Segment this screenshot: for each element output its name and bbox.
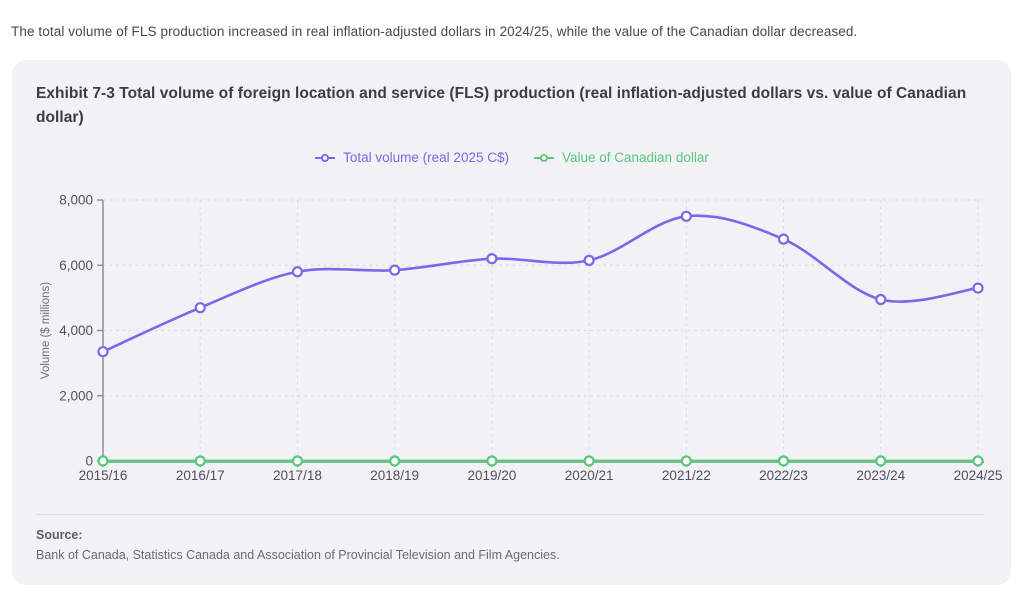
svg-text:Volume ($ millions): Volume ($ millions) bbox=[40, 282, 52, 379]
line-marker-icon bbox=[533, 153, 555, 163]
source-text: Bank of Canada, Statistics Canada and As… bbox=[36, 548, 560, 563]
chart-legend: Total volume (real 2025 C$) Value of Can… bbox=[36, 150, 987, 165]
svg-text:0: 0 bbox=[85, 454, 93, 469]
svg-text:8,000: 8,000 bbox=[59, 193, 93, 208]
svg-text:2024/25: 2024/25 bbox=[954, 468, 1003, 483]
exhibit-title: Exhibit 7-3 Total volume of foreign loca… bbox=[36, 85, 967, 126]
chart-area: 0 2,000 4,000 6,000 8,000 2015/16 2016/17 2017/… bbox=[36, 177, 1002, 492]
svg-text:2017/18: 2017/18 bbox=[273, 468, 322, 483]
line-marker-icon bbox=[314, 153, 336, 163]
legend-label-total-volume: Total volume (real 2025 C$) bbox=[343, 150, 509, 166]
svg-text:2016/17: 2016/17 bbox=[176, 468, 225, 483]
svg-text:2023/24: 2023/24 bbox=[856, 468, 905, 483]
legend-label-canadian-dollar: Value of Canadian dollar bbox=[561, 150, 709, 166]
legend-item-total-volume[interactable]: Total volume (real 2025 C$) bbox=[314, 150, 509, 165]
svg-text:6,000: 6,000 bbox=[59, 258, 93, 273]
svg-text:2020/21: 2020/21 bbox=[565, 468, 614, 483]
svg-text:2022/23: 2022/23 bbox=[759, 468, 808, 483]
svg-text:2021/22: 2021/22 bbox=[662, 468, 711, 483]
svg-text:2,000: 2,000 bbox=[59, 388, 93, 403]
exhibit-card: Exhibit 7-3 Total volume of foreign loca… bbox=[12, 60, 1011, 585]
svg-text:2015/16: 2015/16 bbox=[79, 468, 128, 483]
page: The total volume of FLS production incre… bbox=[11, 24, 1011, 585]
source-block: Source: Bank of Canada, Statistics Canad… bbox=[36, 528, 987, 562]
line-chart[interactable]: 0 2,000 4,000 6,000 8,000 2015/16 2016/17 2017/… bbox=[36, 177, 1011, 492]
source-label: Source: bbox=[36, 528, 83, 543]
legend-item-canadian-dollar[interactable]: Value of Canadian dollar bbox=[533, 150, 709, 165]
svg-text:2018/19: 2018/19 bbox=[370, 468, 419, 483]
svg-text:2019/20: 2019/20 bbox=[467, 468, 516, 483]
intro-text: The total volume of FLS production incre… bbox=[11, 24, 858, 39]
divider bbox=[36, 514, 985, 516]
svg-text:4,000: 4,000 bbox=[59, 323, 93, 338]
